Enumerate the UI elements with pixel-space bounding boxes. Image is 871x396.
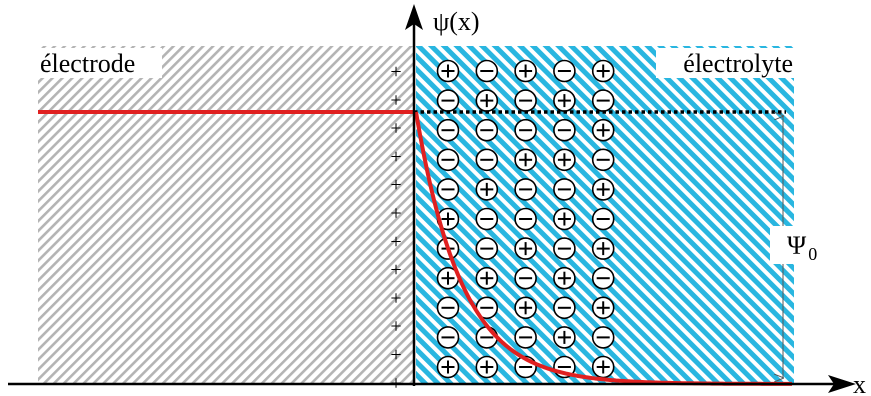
anion [514, 266, 537, 290]
electrode-charge-plus: + [390, 146, 401, 168]
anion [553, 178, 576, 201]
electrode-charge-plus: + [390, 316, 401, 338]
anion [436, 296, 460, 320]
anion [514, 326, 537, 349]
anion [475, 207, 499, 231]
cation [475, 355, 499, 379]
cation [591, 355, 615, 379]
electrode-charge-plus: + [390, 344, 401, 366]
cation [553, 207, 576, 231]
anion [514, 118, 537, 142]
electrode-charge-plus: + [390, 118, 401, 140]
anion [475, 118, 499, 142]
cation [514, 237, 537, 260]
anion [553, 59, 576, 83]
anion [553, 118, 576, 142]
anion [436, 118, 460, 142]
electrode-charge-plus: + [390, 203, 401, 225]
electrode-charge-plus: + [390, 287, 401, 309]
electrolyte-ion-grid [436, 59, 615, 379]
electrode-charge-plus: + [390, 89, 401, 111]
electrode-charge-plus: + [390, 231, 401, 253]
electrode-charge-plus: + [390, 259, 401, 281]
anion [591, 89, 615, 112]
cation [514, 148, 537, 172]
anion [514, 178, 537, 201]
anion [475, 148, 499, 172]
anion [475, 59, 499, 83]
cation [591, 296, 615, 320]
cation [475, 178, 499, 201]
cation [514, 296, 537, 320]
electrode-label: électrode [40, 49, 135, 78]
anion [436, 178, 460, 201]
x-axis-arrowhead [828, 375, 856, 393]
y-axis-label: ψ(x) [433, 7, 480, 36]
cation [591, 59, 615, 83]
anion [591, 266, 615, 290]
anion [591, 148, 615, 172]
cation [553, 266, 576, 290]
electrode-region [38, 46, 414, 384]
psi0-label-bg [770, 226, 826, 264]
electrolyte-label-bg [656, 48, 794, 78]
cation [591, 178, 615, 201]
x-axis-label: x [853, 370, 866, 396]
anion [591, 207, 615, 231]
anion [553, 237, 576, 260]
cation [475, 89, 499, 112]
electrode-charge-plus: + [390, 174, 401, 196]
cation [591, 118, 615, 142]
anion [436, 148, 460, 172]
electrolyte-label: électrolyte [683, 49, 793, 78]
psi0-symbol: Ψ [787, 231, 807, 260]
psi0-subscript: 0 [808, 244, 817, 264]
electrode-label-bg [38, 48, 162, 78]
anion [475, 237, 499, 260]
cation [436, 355, 460, 379]
anion [553, 296, 576, 320]
cation [591, 237, 615, 260]
cation [553, 89, 576, 112]
anion [514, 207, 537, 231]
anion [436, 89, 460, 112]
cation [553, 148, 576, 172]
anion [591, 326, 615, 349]
electrode-charge-plus: + [390, 61, 401, 83]
cation [436, 59, 460, 83]
cation [475, 266, 499, 290]
y-axis-arrowhead [405, 4, 423, 30]
cation [553, 326, 576, 349]
anion [436, 326, 460, 349]
anion [475, 326, 499, 349]
anion [514, 89, 537, 112]
cation [514, 59, 537, 83]
